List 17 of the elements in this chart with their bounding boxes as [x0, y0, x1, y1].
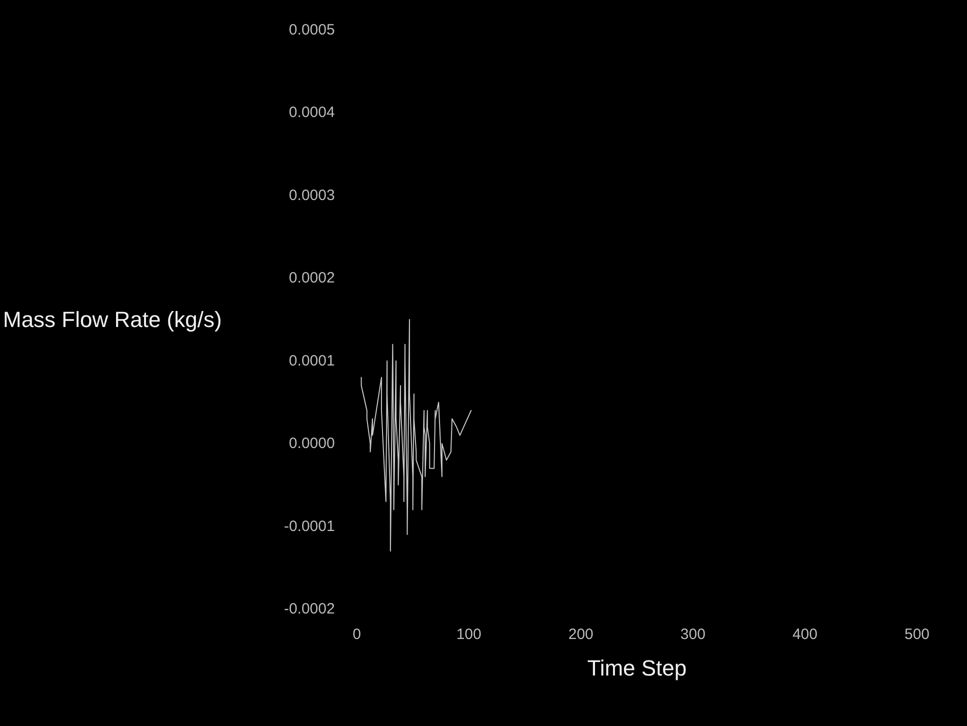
line-series [360, 319, 472, 552]
x-tick-label: 500 [904, 626, 930, 643]
y-tick-label: 0.0002 [288, 270, 335, 287]
y-tick-label: 0.0005 [288, 22, 335, 38]
x-tick-label: 100 [456, 626, 482, 643]
x-tick-label: 200 [568, 626, 594, 643]
x-axis-title: Time Step [587, 656, 687, 680]
y-tick-label: -0.0001 [284, 518, 335, 535]
y-tick-label: 0.0004 [288, 104, 335, 122]
x-tick-label: 400 [792, 626, 818, 643]
y-tick-label: 0.0003 [288, 186, 335, 204]
x-tick-label: 0 [352, 626, 361, 643]
x-tick-label: 300 [680, 626, 706, 643]
y-tick-label: 0.0000 [288, 435, 335, 452]
y-tick-label: 0.0001 [288, 352, 335, 370]
y-tick-label: -0.0002 [284, 600, 335, 618]
y-axis-title: Mass Flow Rate (kg/s) [2, 307, 222, 332]
